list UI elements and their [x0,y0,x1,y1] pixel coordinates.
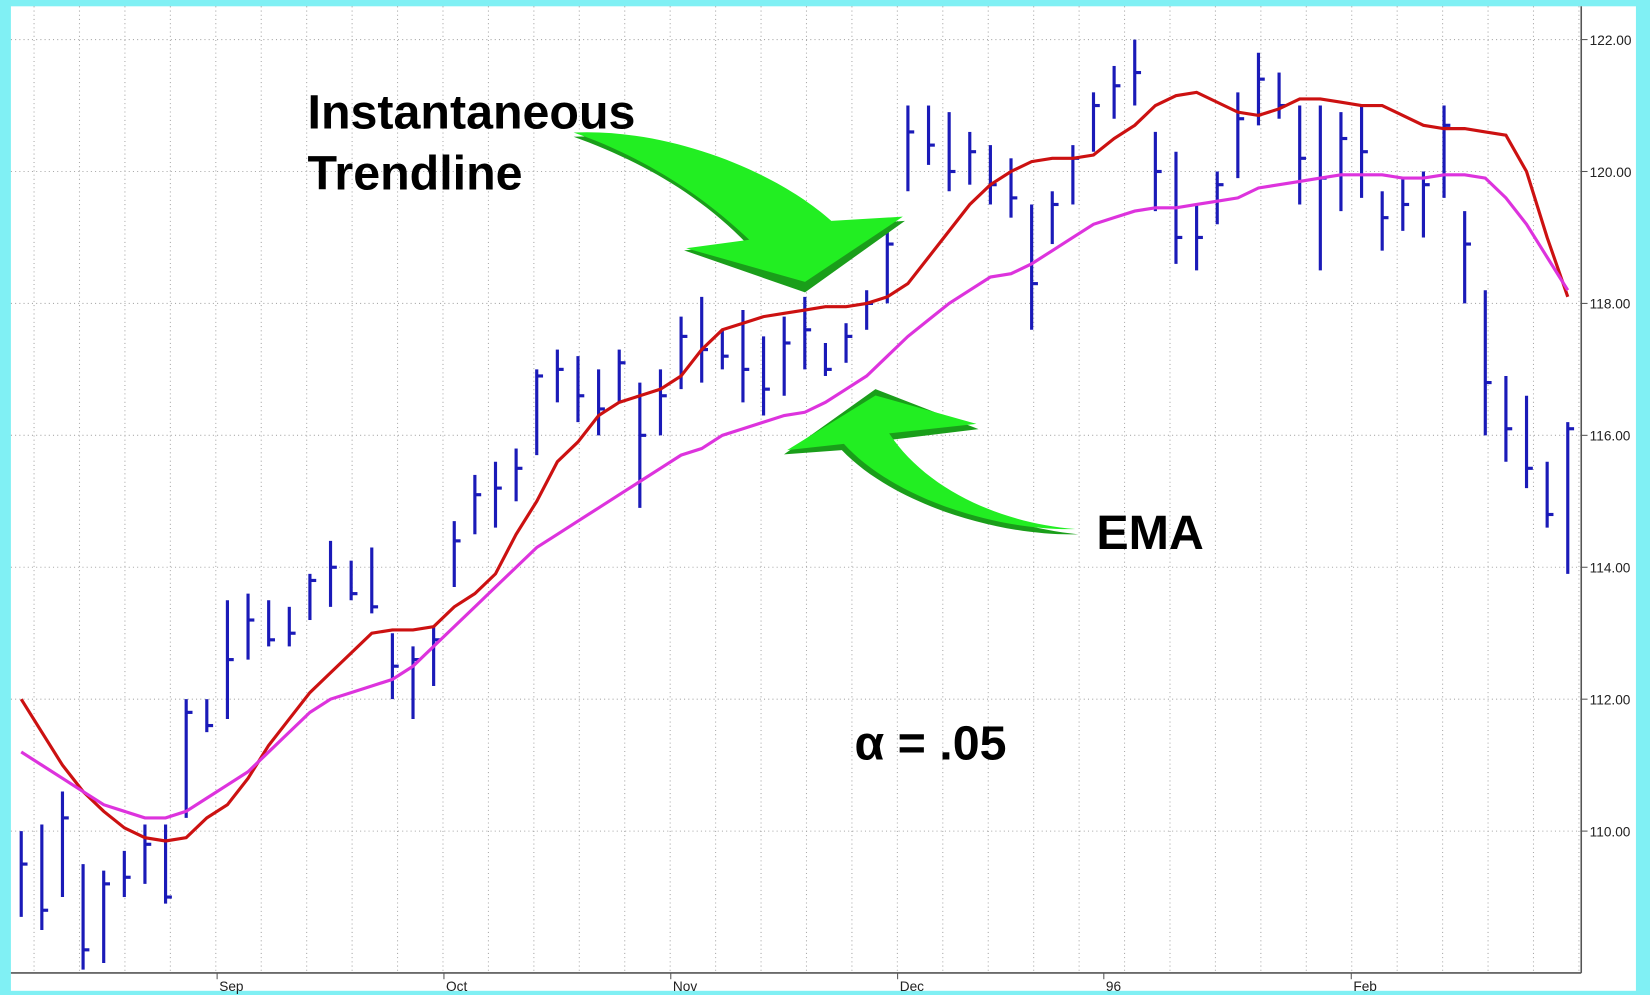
annotation: EMA [1096,506,1204,560]
y-tick-label: 118.00 [1590,297,1631,312]
line [20,173,1570,820]
x-tick-label: Dec [900,979,924,994]
y-tick-label: 114.00 [1590,561,1631,576]
x-tick-label: Nov [673,979,697,994]
x-tick-label: Feb [1353,979,1377,994]
y-tick-label: 120.00 [1590,165,1632,180]
y-tick-label: 112.00 [1590,692,1631,707]
x-tick-label: Sep [219,979,244,994]
arrow-ema [783,389,1079,535]
annotation: Trendline [308,146,523,200]
arrow-body [787,395,1076,530]
annotation: α = .05 [854,716,1006,770]
y-tick-label: 122.00 [1590,33,1632,48]
y-tick-label: 110.00 [1590,824,1631,839]
annotation: Instantaneous [308,85,636,139]
x-tick-label: Oct [446,979,467,994]
y-tick-label: 116.00 [1590,429,1631,444]
arrow-body [573,132,903,282]
x-tick-label: 96 [1106,979,1121,994]
line [19,90,1570,843]
plot-background [10,6,1636,991]
arrow-trendline [573,132,905,293]
marks [19,39,1575,970]
